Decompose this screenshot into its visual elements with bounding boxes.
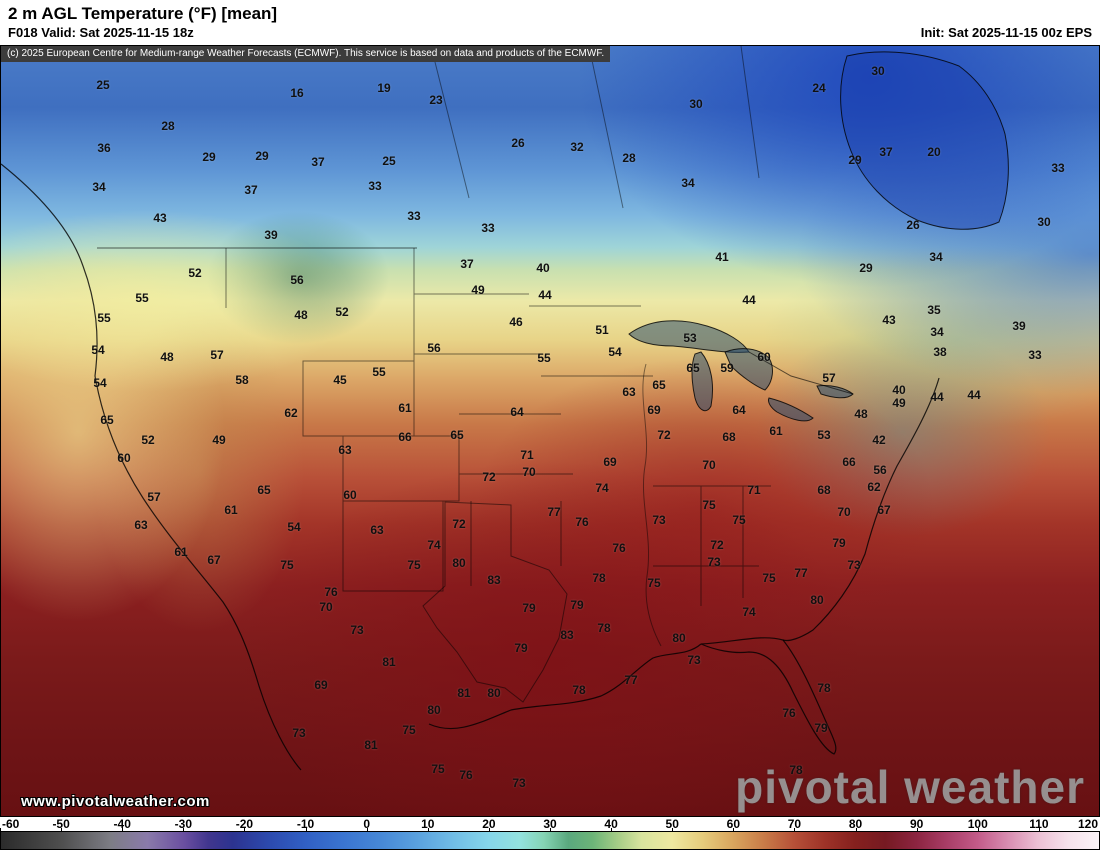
colorbar-tick-mark: [61, 828, 63, 832]
colorbar-tick-label: 110: [1029, 817, 1049, 831]
hudson-bay-outline: [840, 51, 1009, 230]
colorbar-tick-label: 20: [482, 817, 496, 831]
colorbar-tick-mark: [1038, 828, 1040, 832]
colorbar-tick-mark: [855, 828, 857, 832]
init-time-label: Init: Sat 2025-11-15 00z EPS: [920, 25, 1092, 40]
pivotal-weather-logo: pivotal weather: [735, 761, 1085, 813]
colorbar-tick-mark: [977, 828, 979, 832]
state-borders: [225, 248, 771, 606]
lake-erie: [768, 397, 814, 422]
colorbar-tick-label: 50: [665, 817, 679, 831]
copyright-bar: (c) 2025 European Centre for Medium-rang…: [1, 46, 611, 62]
colorbar-tick-label: 0: [363, 817, 370, 831]
coastline-atlantic: [782, 377, 940, 642]
colorbar-legend: -60 -50 -40 -30 -20 -10 0 10 20 30 40 50 60 70 80 90 100…: [0, 817, 1100, 850]
colorbar-tick-label: 70: [787, 817, 802, 831]
map-meta-row: F018 Valid: Sat 2025-11-15 18z Init: Sat…: [0, 24, 1100, 40]
colorbar-strip: [0, 831, 1100, 850]
colorbar-tick-label: -40: [113, 817, 131, 831]
colorbar-tick-mark: [244, 828, 246, 832]
colorbar-tick-mark: [733, 828, 735, 832]
colorbar-tick-mark: [550, 828, 551, 832]
map-title: 2 m AGL Temperature (°F) [mean]: [8, 4, 278, 23]
colorbar-tick-label: 10: [421, 817, 435, 831]
colorbar-tick-row: -60 -50 -40 -30 -20 -10 0 10 20 30 40 50 60 70 80 90 100…: [0, 817, 1100, 832]
map-canvas[interactable]: (c) 2025 European Centre for Medium-rang…: [0, 45, 1100, 817]
colorbar-tick-mark: [794, 828, 796, 832]
colorbar-tick-mark: [427, 828, 429, 832]
colorbar-tick-label: -10: [296, 817, 315, 831]
lake-superior: [628, 320, 750, 353]
map-header: 2 m AGL Temperature (°F) [mean] F018 Val…: [0, 0, 1100, 45]
geography-overlay: [1, 46, 1009, 771]
lake-huron: [724, 348, 773, 391]
colorbar-tick-mark: [611, 828, 613, 832]
watermark-url: www.pivotalweather.com: [21, 793, 210, 810]
colorbar-tick-label: 100: [967, 817, 988, 831]
coastline-gulf: [428, 643, 702, 730]
lake-michigan: [691, 351, 714, 412]
colorbar-tick-label: 80: [848, 817, 863, 831]
colorbar-tick-label: 120: [1077, 817, 1098, 831]
coastline-florida: [700, 637, 837, 755]
colorbar-tick-label: -50: [52, 817, 70, 831]
valid-time-label: F018 Valid: Sat 2025-11-15 18z: [8, 25, 194, 40]
colorbar-tick-label: -30: [174, 817, 192, 831]
colorbar-tick-mark: [183, 828, 185, 832]
colorbar-tick-label: -20: [235, 817, 254, 831]
coastline-pacific: [1, 163, 302, 771]
colorbar-tick-mark: [916, 828, 918, 832]
colorbar-tick-label: 90: [909, 817, 924, 831]
lake-ontario: [816, 385, 854, 399]
colorbar-tick-mark: [305, 828, 307, 832]
texas-border: [422, 501, 568, 703]
colorbar-tick-mark: [0, 828, 1, 832]
colorbar-tick-mark: [672, 828, 674, 832]
colorbar-tick-mark: [488, 828, 490, 832]
colorbar-tick-label: -60: [2, 817, 20, 831]
colorbar-tick-label: 30: [543, 817, 557, 831]
colorbar-tick-mark: [366, 828, 368, 832]
canada-province-borders: [430, 46, 760, 209]
mississippi-river: [642, 363, 662, 647]
colorbar-tick-label: 40: [604, 817, 618, 831]
colorbar-tick-mark: [122, 828, 124, 832]
us-canada-border: [97, 247, 854, 395]
colorbar-tick-label: 60: [726, 817, 741, 831]
